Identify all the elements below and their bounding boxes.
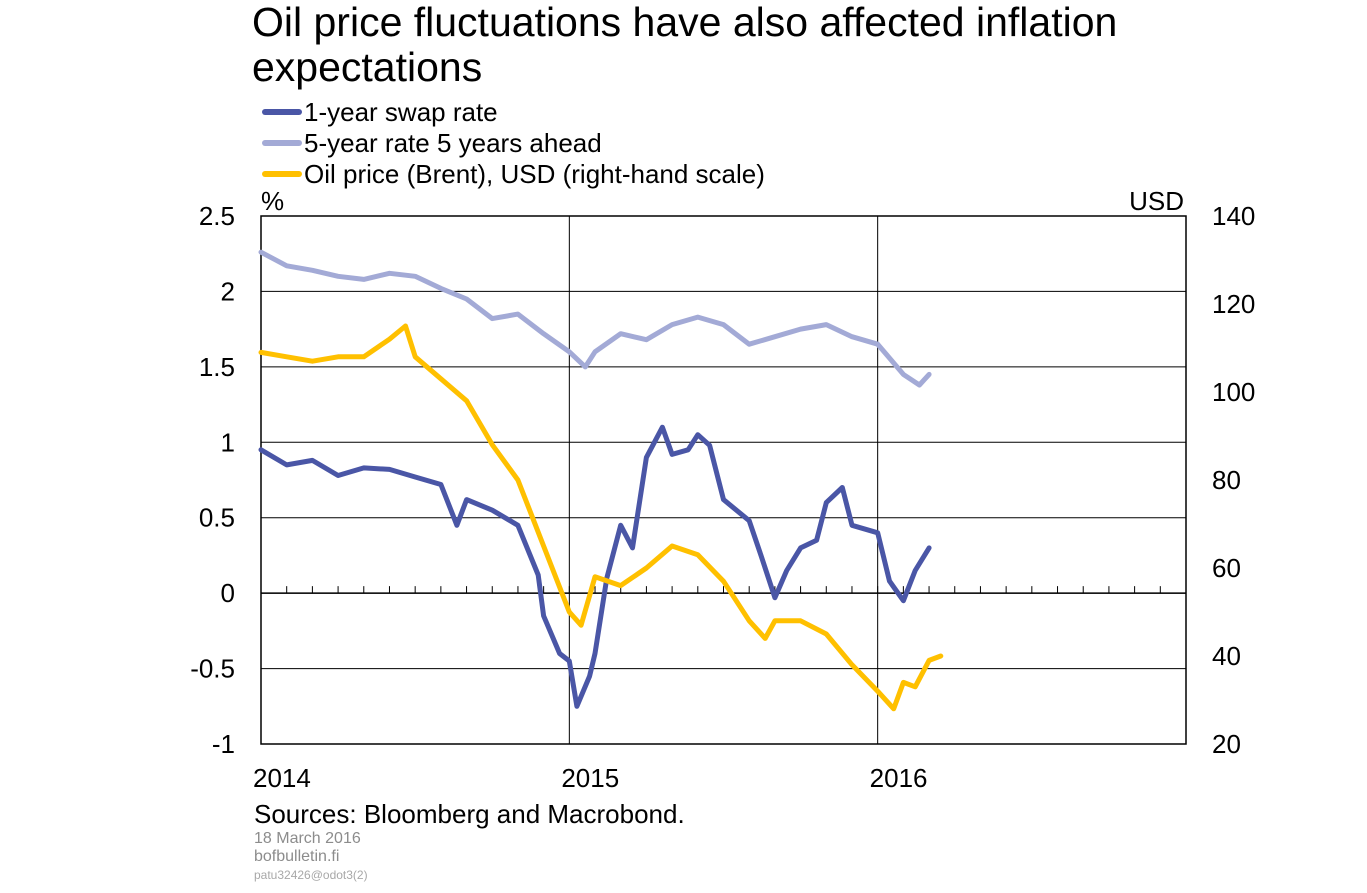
series-line-2 [258,249,932,388]
y-right-tick-label: 60 [1212,553,1241,583]
x-tick-label: 2016 [870,763,928,793]
legend-label: 1-year swap rate [304,96,498,127]
site-name: bofbulletin.fi [254,848,340,865]
y-right-tick-label: 20 [1212,729,1241,759]
y-left-tick-label: 0 [221,578,235,608]
y-left-tick-label: 2 [221,276,235,306]
y-left-tick-label: 2.5 [199,201,235,231]
y-left-tick-label: 0.5 [199,503,235,533]
y-left-unit: % [261,186,284,216]
sources-note: Sources: Bloomberg and Macrobond. [254,799,685,829]
chart-title: Oil price fluctuations have also affecte… [252,0,1118,90]
chart-code: patu32426@odot3(2) [254,868,368,882]
y-left-tick-label: -1 [212,729,235,759]
y-right-unit: USD [1129,186,1184,216]
publication-date: 18 March 2016 [254,830,361,847]
legend-swatch [262,108,302,115]
legend-item: 5-year rate 5 years ahead [262,127,765,158]
legend-label: 5-year rate 5 years ahead [304,127,602,158]
x-tick-label: 2015 [561,763,619,793]
series-line-3 [258,323,944,712]
x-tick-label: 2014 [253,763,311,793]
legend-label: Oil price (Brent), USD (right-hand scale… [304,158,765,189]
legend-item: 1-year swap rate [262,96,765,127]
y-left-tick-label: 1 [221,427,235,457]
y-right-tick-label: 40 [1212,641,1241,671]
y-right-tick-label: 80 [1212,465,1241,495]
legend-swatch [262,170,302,177]
legend-item: Oil price (Brent), USD (right-hand scale… [262,158,765,189]
y-left-tick-label: -0.5 [190,654,235,684]
y-right-tick-label: 100 [1212,377,1255,407]
y-left-tick-label: 1.5 [199,352,235,382]
plot-frame [260,215,1187,745]
y-right-tick-label: 120 [1212,289,1255,319]
legend-swatch [262,139,302,146]
legend: 1-year swap rate 5-year rate 5 years ahea… [262,96,765,189]
footer: Sources: Bloomberg and Macrobond. 18 Mar… [254,798,685,884]
y-right-tick-label: 140 [1212,201,1255,231]
series-line-1 [258,424,932,709]
